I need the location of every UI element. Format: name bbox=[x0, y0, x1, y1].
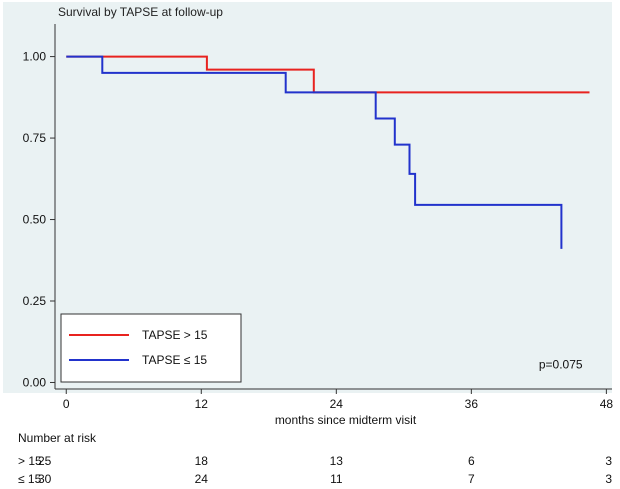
risk-count: 25 bbox=[38, 454, 52, 468]
y-tick-label: 1.00 bbox=[23, 50, 47, 64]
legend-label: TAPSE > 15 bbox=[142, 328, 208, 342]
risk-count: 13 bbox=[330, 454, 344, 468]
x-tick-label: 48 bbox=[600, 397, 614, 411]
risk-count: 18 bbox=[195, 454, 209, 468]
risk-count: 7 bbox=[468, 472, 475, 486]
risk-count: 30 bbox=[38, 472, 52, 486]
legend-box bbox=[60, 313, 242, 383]
risk-row-label: ≤ 15 bbox=[18, 472, 42, 486]
risk-count: 3 bbox=[605, 454, 612, 468]
x-tick-label: 0 bbox=[63, 397, 70, 411]
x-tick-label: 36 bbox=[465, 397, 479, 411]
risk-count: 3 bbox=[605, 472, 612, 486]
x-axis-label: months since midterm visit bbox=[275, 413, 417, 427]
y-tick-label: 0.25 bbox=[23, 294, 47, 308]
y-tick-label: 0.00 bbox=[23, 375, 47, 389]
chart-title: Survival by TAPSE at follow-up bbox=[58, 5, 223, 19]
series-line-tapse-le-15 bbox=[66, 55, 563, 249]
risk-row-label: > 15 bbox=[18, 454, 42, 468]
risk-count: 11 bbox=[330, 472, 343, 486]
x-tick-label: 24 bbox=[330, 397, 344, 411]
legend-label: TAPSE ≤ 15 bbox=[142, 353, 207, 367]
risk-table-title: Number at risk bbox=[18, 431, 97, 445]
y-tick-label: 0.75 bbox=[23, 131, 47, 145]
y-tick-label: 0.50 bbox=[23, 213, 47, 227]
x-tick-label: 12 bbox=[195, 397, 209, 411]
risk-count: 24 bbox=[195, 472, 209, 486]
p-value-annotation: p=0.075 bbox=[539, 358, 583, 372]
risk-count: 6 bbox=[468, 454, 475, 468]
